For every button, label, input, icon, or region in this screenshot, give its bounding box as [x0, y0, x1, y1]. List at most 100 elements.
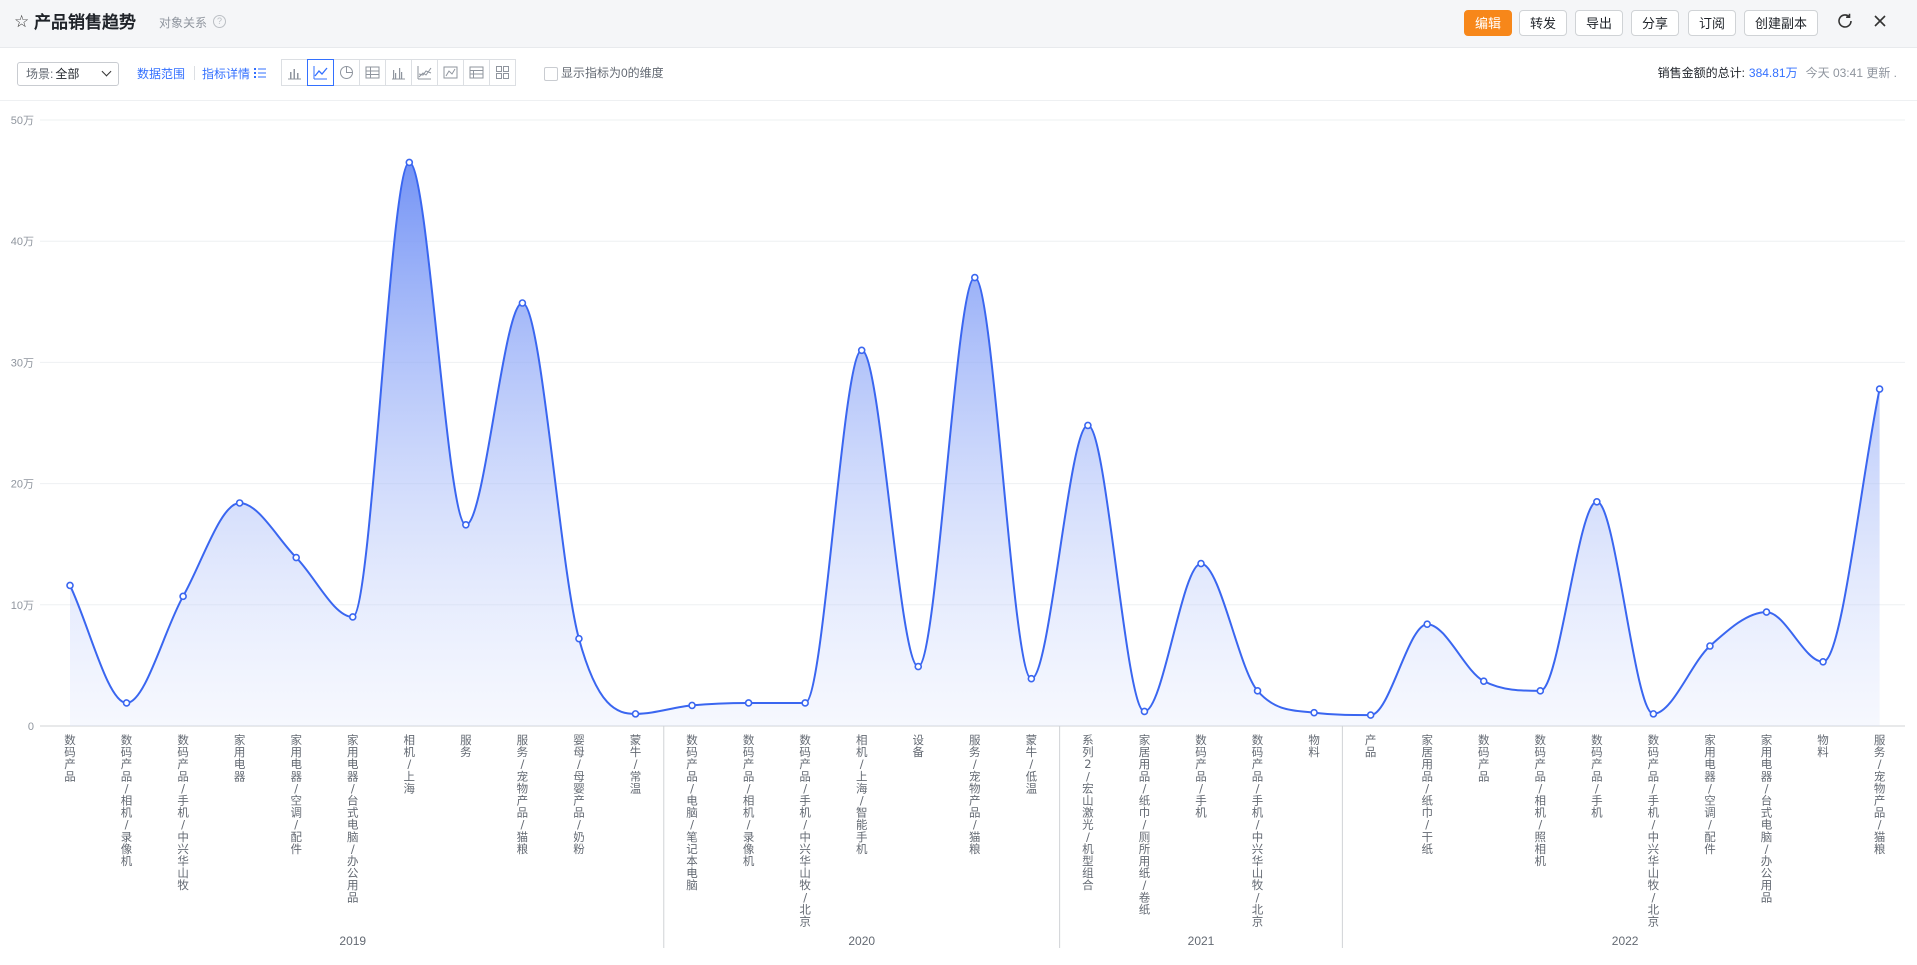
x-tick-label: 家用电器/台式电脑/办公用品 — [1761, 733, 1773, 904]
show-zero-checkbox[interactable] — [544, 67, 558, 81]
data-point — [1536, 687, 1545, 695]
list-icon[interactable] — [254, 68, 266, 78]
x-tick-label: 家用电器/空调/配件 — [1704, 733, 1716, 856]
data-point — [1253, 687, 1262, 695]
data-point — [970, 273, 979, 282]
pie-chart-icon[interactable] — [333, 59, 360, 86]
page-title: 产品销售趋势 — [34, 13, 136, 32]
x-tick-label: 相机/上海 — [404, 733, 416, 795]
x-tick-label: 数码产品/手机/中兴华山牧 — [177, 733, 189, 892]
multi-line-chart-icon[interactable] — [411, 59, 438, 86]
data-point — [1706, 642, 1714, 650]
scene-label: 场景: — [26, 67, 54, 81]
y-tick-label: 50万 — [11, 115, 34, 127]
scene-select[interactable]: 场景: 全部 — [17, 62, 119, 86]
series-area — [70, 162, 1880, 727]
help-icon[interactable]: ? — [213, 15, 226, 28]
data-point — [348, 613, 357, 621]
total-label: 销售金额的总计: — [1657, 66, 1745, 80]
x-tick-label: 数码产品/手机 — [1195, 733, 1207, 820]
total-value: 384.81万 — [1748, 66, 1798, 80]
chart-type-switcher — [281, 59, 516, 87]
data-point — [1479, 677, 1488, 685]
x-tick-label: 数码产品 — [1478, 733, 1490, 783]
year-group-label: 2020 — [848, 934, 875, 948]
data-point — [801, 699, 809, 707]
data-point — [405, 158, 414, 167]
forward-button[interactable]: 转发 — [1519, 10, 1567, 36]
x-tick-label: 系列 2/宏山激光/机型组合 — [1082, 733, 1094, 892]
x-tick-label: 服务/宠物产品/猫粮 — [517, 733, 529, 856]
x-tick-label: 家居用品/纸巾/厕所用纸/卷纸 — [1139, 733, 1151, 916]
data-point — [914, 662, 923, 671]
refresh-icon[interactable] — [1834, 12, 1856, 34]
x-tick-label: 物料 — [1308, 733, 1320, 759]
page-header: ☆ 产品销售趋势 对象关系 ? 编辑 转发 导出 分享 订阅 创建副本 — [0, 0, 1917, 48]
chart-toolbar — [0, 48, 1917, 101]
x-tick-label: 设备 — [913, 733, 925, 759]
x-tick-label: 家用电器 — [234, 733, 246, 783]
data-point — [122, 699, 131, 707]
data-point — [857, 346, 866, 355]
data-point — [631, 710, 640, 718]
y-tick-label: 20万 — [11, 479, 34, 491]
y-tick-label: 10万 — [11, 600, 34, 612]
metric-detail-link[interactable]: 指标详情 — [202, 67, 251, 81]
x-tick-label: 数码产品/手机/中兴华山牧/北京 — [799, 733, 811, 929]
subscribe-button[interactable]: 订阅 — [1688, 10, 1736, 36]
data-point — [1423, 620, 1431, 628]
share-button[interactable]: 分享 — [1631, 10, 1679, 36]
data-point — [1310, 708, 1318, 717]
star-icon[interactable]: ☆ — [14, 12, 30, 31]
export-button[interactable]: 导出 — [1575, 10, 1623, 36]
x-tick-label: 数码产品/相机/录像机 — [121, 733, 133, 868]
x-tick-label: 服务/宠物产品/猫粮 — [1874, 733, 1886, 856]
data-range-link[interactable]: 数据范围 — [137, 67, 186, 81]
x-tick-label: 数码产品/手机/中兴华山牧/北京 — [1252, 733, 1264, 929]
y-tick-label: 0 — [28, 721, 34, 733]
close-icon[interactable] — [1869, 12, 1891, 34]
data-point — [518, 299, 527, 307]
x-tick-label: 数码产品/手机 — [1591, 733, 1603, 820]
bar-chart-icon[interactable] — [281, 59, 308, 86]
x-tick-label: 相机/上海/智能手机 — [856, 733, 868, 856]
table-icon[interactable] — [359, 59, 386, 86]
edit-button[interactable]: 编辑 — [1464, 10, 1512, 36]
x-tick-label: 家用电器/台式电脑/办公用品 — [347, 733, 359, 904]
x-tick-label: 蒙牛/常温 — [630, 733, 642, 795]
x-tick-label: 数码产品/相机/照相机 — [1535, 733, 1547, 868]
data-point — [1649, 710, 1658, 718]
x-tick-label: 产品 — [1365, 733, 1377, 759]
series-line — [69, 161, 1881, 717]
pivot-table-icon[interactable] — [463, 59, 490, 86]
data-point — [462, 521, 470, 529]
divider — [194, 66, 195, 80]
heatmap-icon[interactable] — [437, 59, 464, 86]
data-point — [1140, 707, 1149, 716]
data-point — [1593, 497, 1601, 506]
x-tick-label: 数码产品/手机/中兴华山牧/北京 — [1648, 733, 1660, 929]
create-copy-button[interactable]: 创建副本 — [1744, 10, 1818, 36]
y-tick-label: 40万 — [11, 236, 34, 248]
chevron-down-icon — [101, 66, 112, 77]
x-tick-label: 婴母/母婴产品/奶粉 — [573, 733, 585, 856]
x-tick-label: 数码产品 — [64, 733, 76, 783]
scene-value: 全部 — [55, 67, 80, 81]
x-tick-label: 数码产品/相机/录像机 — [743, 733, 755, 868]
year-group-label: 2022 — [1612, 934, 1639, 948]
x-tick-label: 物料 — [1817, 733, 1829, 759]
show-zero-label: 显示指标为0的维度 — [561, 66, 664, 80]
grouped-bar-chart-icon[interactable] — [385, 59, 412, 86]
card-grid-icon[interactable] — [489, 59, 516, 86]
line-chart-icon[interactable] — [307, 59, 334, 86]
year-group-label: 2021 — [1188, 934, 1215, 948]
y-tick-label: 30万 — [11, 357, 34, 369]
data-point — [688, 701, 696, 710]
data-point — [1027, 674, 1036, 683]
object-relation-link[interactable]: 对象关系 — [159, 16, 208, 30]
x-tick-label: 家用电器/空调/配件 — [290, 733, 302, 856]
data-point — [744, 699, 753, 707]
x-tick-label: 蒙牛/低温 — [1026, 733, 1038, 795]
data-point — [1366, 711, 1375, 719]
